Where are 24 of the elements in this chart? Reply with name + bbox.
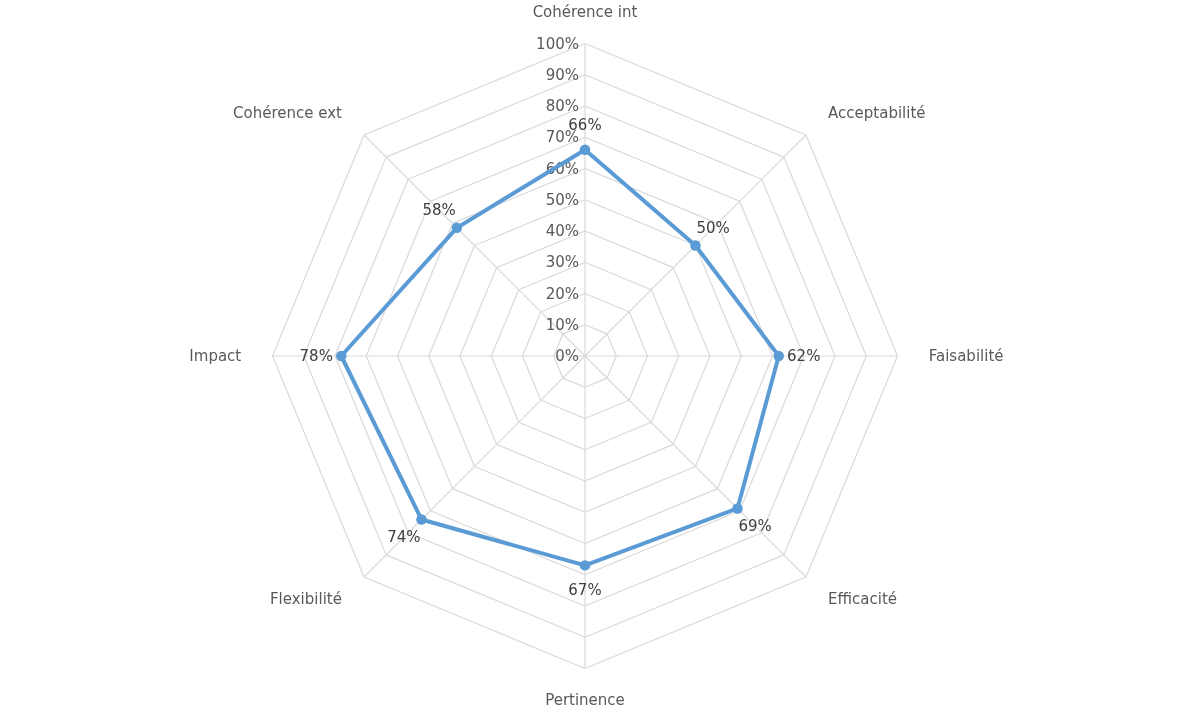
data-label: 58% xyxy=(422,201,456,220)
spoke-label: Faisabilité xyxy=(928,347,1004,365)
y-tick-label: 20% xyxy=(545,284,579,303)
spoke-label: Pertinence xyxy=(545,690,625,709)
y-tick-label: 30% xyxy=(545,253,579,272)
spoke-label: Efficacité xyxy=(828,590,898,609)
spoke-label: Cohérence int xyxy=(532,3,638,22)
data-label: 50% xyxy=(696,218,730,237)
y-tick-label: 100% xyxy=(536,34,579,53)
y-tick-label: 80% xyxy=(545,97,579,115)
y-tick-label: 90% xyxy=(545,65,579,84)
y-tick-label: 50% xyxy=(545,190,579,209)
spoke-label: Impact xyxy=(189,347,242,365)
y-tick-label: 0% xyxy=(555,347,579,365)
spoke-label: Cohérence ext xyxy=(232,103,343,122)
data-label: 69% xyxy=(738,517,772,536)
data-label: 67% xyxy=(568,581,602,600)
y-tick-label: 10% xyxy=(545,315,579,334)
data-label: 62% xyxy=(787,347,821,365)
spoke-label: Acceptabilité xyxy=(828,103,926,122)
data-label: 74% xyxy=(387,528,421,547)
spoke-label: Flexibilité xyxy=(269,590,342,609)
data-label: 78% xyxy=(299,347,333,365)
y-tick-label: 40% xyxy=(545,222,579,240)
